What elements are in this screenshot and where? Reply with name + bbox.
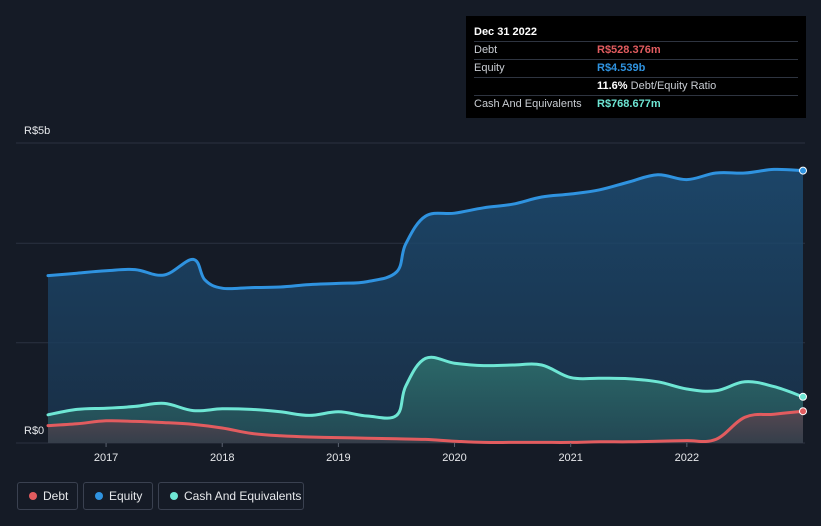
cash-line [46, 355, 805, 420]
tooltip-date: Dec 31 2022 [474, 26, 537, 38]
series-endpoints [799, 166, 807, 416]
legend-equity-label: Equity [109, 489, 143, 503]
x-axis-ticks: 2017 2018 2019 2020 2021 2022 [94, 443, 699, 464]
tooltip-row-debt: Debt R$528.376m [474, 41, 798, 59]
tooltip-equity-value: R$4.539b [597, 62, 646, 74]
legend-cash-dot [170, 492, 178, 500]
legend-equity-dot [95, 492, 103, 500]
tooltip-cash-label: Cash And Equivalents [474, 98, 582, 110]
legend-debt[interactable]: Debt [17, 482, 78, 510]
x-tick-label-2020: 2020 [442, 452, 466, 464]
x-tick-label-2022: 2022 [675, 452, 699, 464]
tooltip-cash-value: R$768.677m [597, 98, 661, 110]
tooltip-equity-label: Equity [474, 62, 505, 74]
debt-line [46, 409, 805, 444]
x-tick-label-2018: 2018 [210, 452, 234, 464]
x-tick-label-2019: 2019 [326, 452, 350, 464]
tooltip-debt-label: Debt [474, 44, 498, 56]
y-tick-label-max: R$5b [24, 125, 51, 137]
tooltip-debt-value: R$528.376m [597, 44, 661, 56]
legend-cash[interactable]: Cash And Equivalents [158, 482, 304, 510]
equity-area [48, 169, 803, 444]
debt-area [48, 411, 803, 443]
tooltip-row-ratio: 11.6% Debt/Equity Ratio [474, 77, 798, 95]
series-lines [46, 167, 805, 444]
data-tooltip: Dec 31 2022 Debt R$528.376m Equity R$4.5… [466, 16, 806, 118]
tooltip-ratio-label: Debt/Equity Ratio [630, 80, 717, 92]
tooltip-row-cash: Cash And Equivalents R$768.677m [474, 95, 798, 113]
cash-endpoint [799, 392, 807, 401]
equity-line [46, 167, 805, 291]
tooltip-row-equity: Equity R$4.539b [474, 59, 798, 77]
legend-debt-dot [29, 492, 37, 500]
legend-equity[interactable]: Equity [83, 482, 153, 510]
legend-cash-label: Cash And Equivalents [184, 489, 302, 503]
equity-endpoint [799, 166, 807, 175]
legend-debt-label: Debt [43, 489, 69, 503]
debt-endpoint [799, 407, 807, 416]
x-tick-label-2021: 2021 [558, 452, 582, 464]
x-tick-label-2017: 2017 [94, 452, 118, 464]
y-tick-label-zero: R$0 [24, 425, 45, 437]
tooltip-ratio: 11.6% Debt/Equity Ratio [597, 78, 716, 95]
tooltip-ratio-value: 11.6% [597, 80, 628, 92]
